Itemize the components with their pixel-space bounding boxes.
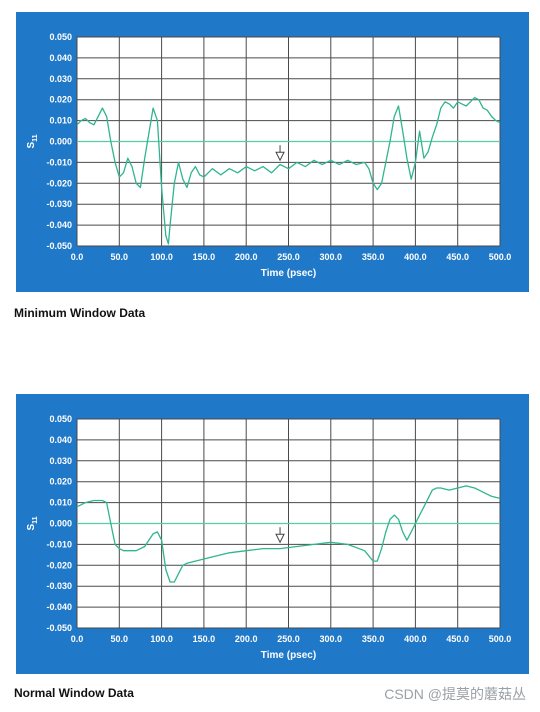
y-tick-label: 0.040 xyxy=(49,435,72,445)
x-tick-label: 500.0 xyxy=(489,634,512,644)
x-axis-label: Time (psec) xyxy=(261,650,316,661)
marker-icon xyxy=(275,145,285,162)
chart-normal-window: 0.0 50.0 100.0 150.0 200.0 250.0 300.0 350.0 400… xyxy=(26,414,512,661)
x-tick-label: 300.0 xyxy=(320,634,343,644)
x-tick-label: 400.0 xyxy=(404,252,427,262)
y-tick-label: 0.000 xyxy=(49,519,72,529)
y-tick-label: 0.020 xyxy=(49,477,72,487)
y-tick-label: -0.020 xyxy=(46,178,72,188)
y-tick-label: -0.040 xyxy=(46,602,72,612)
y-tick-label: 0.020 xyxy=(49,95,72,105)
x-tick-label: 450.0 xyxy=(446,634,469,644)
y-tick-label: 0.050 xyxy=(49,414,72,424)
x-tick-label: 250.0 xyxy=(277,252,300,262)
x-tick-label: 500.0 xyxy=(489,252,512,262)
x-tick-label: 300.0 xyxy=(320,252,343,262)
y-tick-label: -0.030 xyxy=(46,199,72,209)
y-tick-label: 0.040 xyxy=(49,53,72,63)
x-tick-label: 50.0 xyxy=(111,252,129,262)
x-tick-label: 350.0 xyxy=(362,634,385,644)
caption-normal-window: Normal Window Data xyxy=(14,686,134,700)
x-tick-label: 150.0 xyxy=(193,252,216,262)
x-tick-label: 400.0 xyxy=(404,634,427,644)
x-axis-label: Time (psec) xyxy=(261,268,316,279)
y-tick-label: 0.030 xyxy=(49,456,72,466)
y-tick-label: 0.010 xyxy=(49,116,72,126)
y-tick-label: -0.010 xyxy=(46,539,72,549)
x-tick-label: 200.0 xyxy=(235,634,258,644)
y-axis-label: S11 xyxy=(26,516,39,530)
y-tick-label: 0.010 xyxy=(49,498,72,508)
y-tick-label: 0.030 xyxy=(49,74,72,84)
x-tick-label: 100.0 xyxy=(150,634,173,644)
x-tick-label: 350.0 xyxy=(362,252,385,262)
y-tick-label: 0.050 xyxy=(49,32,72,42)
chart-minimum-window: 0.0 50.0 100.0 150.0 200.0 250.0 300.0 350.0 400… xyxy=(26,32,512,279)
y-tick-label: 0.000 xyxy=(49,137,72,147)
x-tick-label: 150.0 xyxy=(193,634,216,644)
watermark: CSDN @提莫的蘑菇丛 xyxy=(384,686,526,702)
y-tick-label: -0.040 xyxy=(46,220,72,230)
y-tick-label: -0.050 xyxy=(46,623,72,633)
series-line xyxy=(76,485,501,583)
x-tick-label: 100.0 xyxy=(150,252,173,262)
y-tick-label: -0.020 xyxy=(46,560,72,570)
chart-panel-normal: 0.0 50.0 100.0 150.0 200.0 250.0 300.0 350.0 400… xyxy=(16,394,529,674)
x-tick-label: 450.0 xyxy=(446,252,469,262)
y-tick-label: -0.050 xyxy=(46,241,72,251)
series-line xyxy=(76,96,501,245)
x-tick-label: 200.0 xyxy=(235,252,258,262)
y-axis-label: S11 xyxy=(26,134,39,148)
y-tick-label: -0.030 xyxy=(46,581,72,591)
y-tick-label: -0.010 xyxy=(46,157,72,167)
x-tick-label: 0.0 xyxy=(71,634,84,644)
caption-minimum-window: Minimum Window Data xyxy=(14,306,146,320)
x-tick-label: 250.0 xyxy=(277,634,300,644)
x-tick-label: 50.0 xyxy=(111,634,129,644)
chart-panel-minimum: 0.0 50.0 100.0 150.0 200.0 250.0 300.0 350.0 400… xyxy=(16,12,529,292)
marker-icon xyxy=(275,527,285,544)
x-tick-label: 0.0 xyxy=(71,252,84,262)
